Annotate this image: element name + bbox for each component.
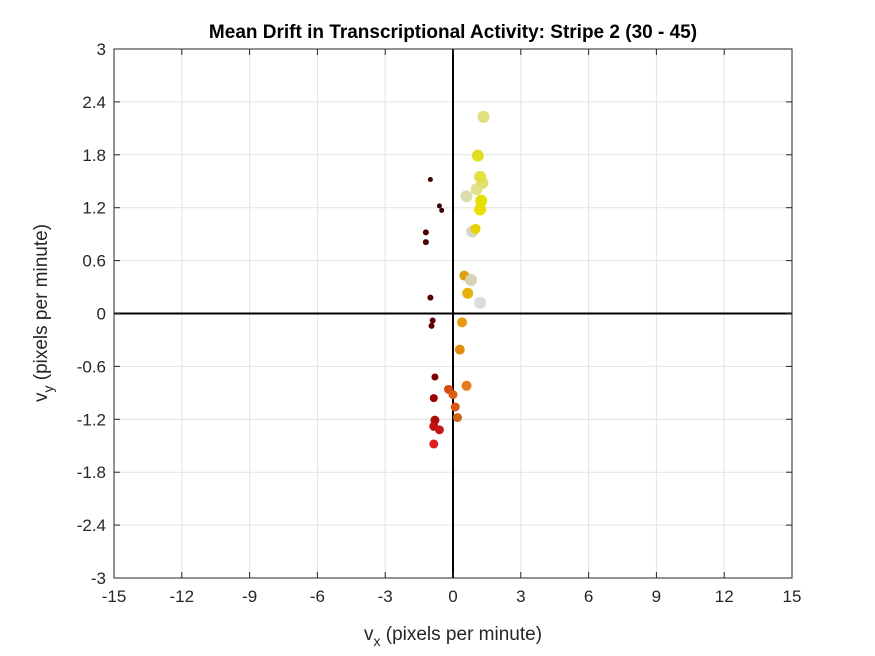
y-tick-label: 0: [97, 305, 106, 324]
x-axis-label-sub: x: [373, 633, 380, 649]
x-tick-label: 12: [715, 587, 734, 606]
data-point: [434, 425, 444, 435]
x-axis-ticks: -15 -12 -9 -6 -3 0 3 6 9 12 15: [102, 49, 802, 606]
y-axis-ticks: -3 -2.4 -1.8 -1.2 -0.6 0 0.6 1.2 1.8 2.4 3: [77, 40, 792, 588]
data-point: [475, 194, 488, 207]
data-point: [439, 207, 445, 213]
y-tick-label: 1.8: [82, 146, 106, 165]
data-point: [465, 273, 478, 286]
y-axis-label: vy (pixels per minute): [31, 224, 56, 402]
x-axis-label-main: v: [364, 624, 374, 645]
y-tick-label: 1.2: [82, 199, 106, 218]
data-point: [461, 380, 472, 391]
data-points: [422, 110, 490, 449]
data-point: [422, 229, 429, 236]
data-point: [422, 239, 429, 246]
x-tick-label: 15: [783, 587, 802, 606]
y-axis-label-sub: y: [40, 386, 56, 393]
y-tick-label: 0.6: [82, 252, 106, 271]
y-tick-label: 3: [97, 40, 106, 59]
data-point: [474, 170, 487, 183]
zero-lines: [114, 49, 792, 578]
x-axis-label-rest: (pixels per minute): [380, 624, 542, 645]
x-tick-label: 6: [584, 587, 593, 606]
data-point: [428, 322, 435, 329]
data-point: [460, 190, 473, 203]
x-tick-label: -9: [242, 587, 257, 606]
data-point: [429, 394, 438, 403]
y-tick-label: 2.4: [82, 93, 106, 112]
data-point: [477, 110, 490, 123]
data-point: [457, 317, 468, 328]
y-tick-label: -1.2: [77, 410, 106, 429]
data-point: [462, 287, 474, 299]
x-tick-label: -15: [102, 587, 127, 606]
chart-title: Mean Drift in Transcriptional Activity: …: [209, 22, 697, 43]
y-tick-label: -0.6: [77, 357, 106, 376]
data-point: [436, 203, 442, 209]
data-point: [429, 317, 436, 324]
y-tick-label: -2.4: [77, 516, 106, 535]
data-point: [454, 344, 465, 355]
y-tick-label: -3: [91, 569, 106, 588]
x-tick-label: -12: [170, 587, 195, 606]
data-point: [448, 390, 458, 400]
x-tick-label: -6: [310, 587, 325, 606]
data-point: [453, 413, 463, 423]
data-point: [427, 176, 433, 182]
x-axis-label: vx (pixels per minute): [364, 624, 542, 649]
x-tick-label: -3: [378, 587, 393, 606]
x-tick-label: 0: [448, 587, 457, 606]
data-point: [429, 439, 439, 449]
data-point: [471, 149, 484, 162]
data-point: [470, 223, 481, 234]
data-point: [474, 203, 487, 216]
y-axis-label-main: v: [31, 392, 52, 402]
data-point: [431, 373, 439, 381]
x-tick-label: 3: [516, 587, 525, 606]
data-point: [427, 294, 434, 301]
x-tick-label: 9: [652, 587, 661, 606]
data-point: [450, 402, 460, 412]
data-point: [474, 296, 487, 309]
y-tick-label: -1.8: [77, 463, 106, 482]
y-axis-label-rest: (pixels per minute): [31, 224, 52, 386]
